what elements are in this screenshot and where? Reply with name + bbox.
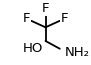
Text: F: F [42, 2, 49, 15]
Text: HO: HO [22, 42, 43, 55]
Text: F: F [22, 12, 30, 25]
Text: F: F [61, 12, 69, 25]
Text: NH₂: NH₂ [65, 46, 90, 58]
